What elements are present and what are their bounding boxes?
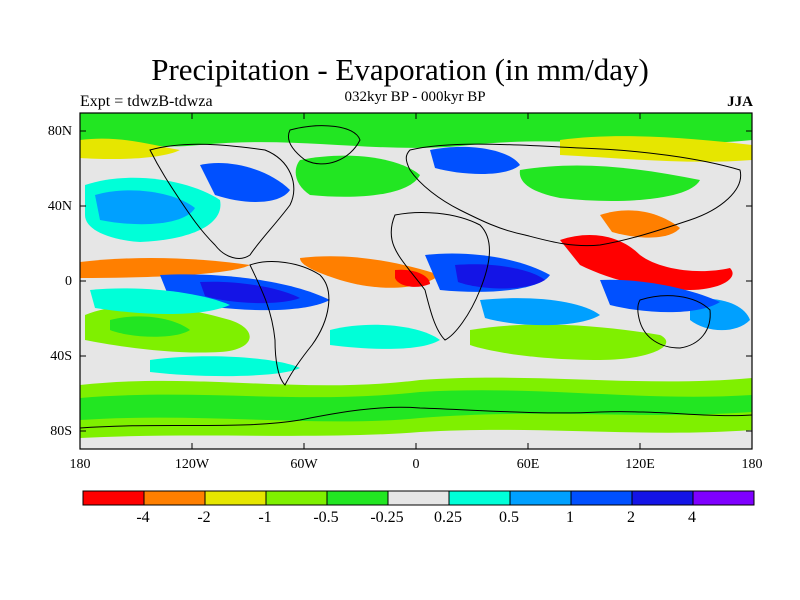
map-subtitle: 032kyr BP - 000kyr BP	[344, 89, 486, 105]
colorbar-label: 0.5	[499, 509, 519, 526]
colorbar-label: -0.5	[313, 509, 339, 526]
colorbar-box	[265, 490, 328, 506]
siberia-green	[519, 165, 700, 201]
eurasia-coast	[405, 143, 742, 247]
colorbar-box	[448, 490, 511, 506]
antarctica-coast	[80, 406, 752, 429]
lat-label-80n: 80N	[47, 124, 72, 139]
europe-blue	[430, 146, 520, 174]
south-atlantic-patch	[330, 324, 440, 349]
south-indian-patch	[470, 324, 667, 360]
arctic-yellow-2	[560, 136, 752, 162]
itcz-pacific-red	[80, 258, 250, 278]
colorbar-box	[570, 490, 633, 506]
itcz-atlantic-red	[395, 269, 430, 287]
lon-label-60e: 60E	[516, 457, 540, 472]
west-pacific-orange	[600, 210, 680, 238]
lat-label-40n: 40N	[47, 199, 72, 214]
coastlines	[80, 125, 752, 429]
australia-coast	[637, 295, 711, 349]
arctic-yellow	[80, 138, 180, 160]
season-label: JJA	[727, 94, 753, 110]
map-title: Precipitation - Evaporation (in mm/day)	[151, 52, 649, 87]
lon-label-0: 0	[412, 457, 420, 472]
lon-label-120e: 120E	[625, 457, 655, 472]
colorbar-label: -2	[197, 509, 211, 526]
lon-label-180e: 180	[741, 457, 763, 472]
south-pacific-cyan	[150, 356, 300, 377]
experiment-label: Expt = tdwzB-tdwza	[80, 93, 213, 110]
north-pacific-blue	[95, 190, 195, 225]
colorbar-label: 0.25	[434, 509, 462, 526]
south-america-coast	[249, 261, 330, 386]
axis-ticks	[79, 113, 753, 449]
lon-label-60w: 60W	[290, 457, 318, 472]
colorbar-box	[692, 490, 755, 506]
colorbar-box	[143, 490, 206, 506]
lat-label-40s: 40S	[50, 349, 72, 364]
south-pacific-patch-2	[110, 316, 190, 337]
africa-coast	[390, 211, 490, 341]
colorbar-label: -4	[136, 509, 150, 526]
colorbar-label: 2	[627, 509, 635, 526]
colorbar	[82, 490, 755, 506]
colorbar-box	[631, 490, 694, 506]
colorbar-label: -0.25	[370, 509, 404, 526]
north-america-blue	[200, 162, 290, 202]
map-field	[80, 113, 752, 449]
north-america-coast	[149, 143, 295, 259]
lat-label-80s: 80S	[50, 424, 72, 439]
colorbar-label: -1	[258, 509, 272, 526]
colorbar-label: 4	[688, 509, 696, 526]
equatorial-violet-band	[200, 281, 300, 304]
north-atlantic-green	[295, 155, 420, 197]
colorbar-box	[326, 490, 389, 506]
east-pacific-cyan	[90, 288, 230, 314]
southern-ocean-band-outer	[80, 377, 752, 398]
lon-label-120w: 120W	[174, 457, 210, 472]
indian-blue-band	[455, 264, 545, 289]
colorbar-box	[82, 490, 145, 506]
southern-high-lat-band	[80, 412, 752, 438]
west-pacific-red	[560, 235, 733, 290]
lon-label-180w: 180	[69, 457, 91, 472]
greenland-coast	[287, 125, 361, 165]
indian-ocean-cyan	[480, 298, 600, 326]
colorbar-box	[387, 490, 450, 506]
lat-label-eq: 0	[65, 274, 72, 289]
colorbar-box	[204, 490, 267, 506]
colorbar-box	[509, 490, 572, 506]
colorbar-label: 1	[566, 509, 574, 526]
